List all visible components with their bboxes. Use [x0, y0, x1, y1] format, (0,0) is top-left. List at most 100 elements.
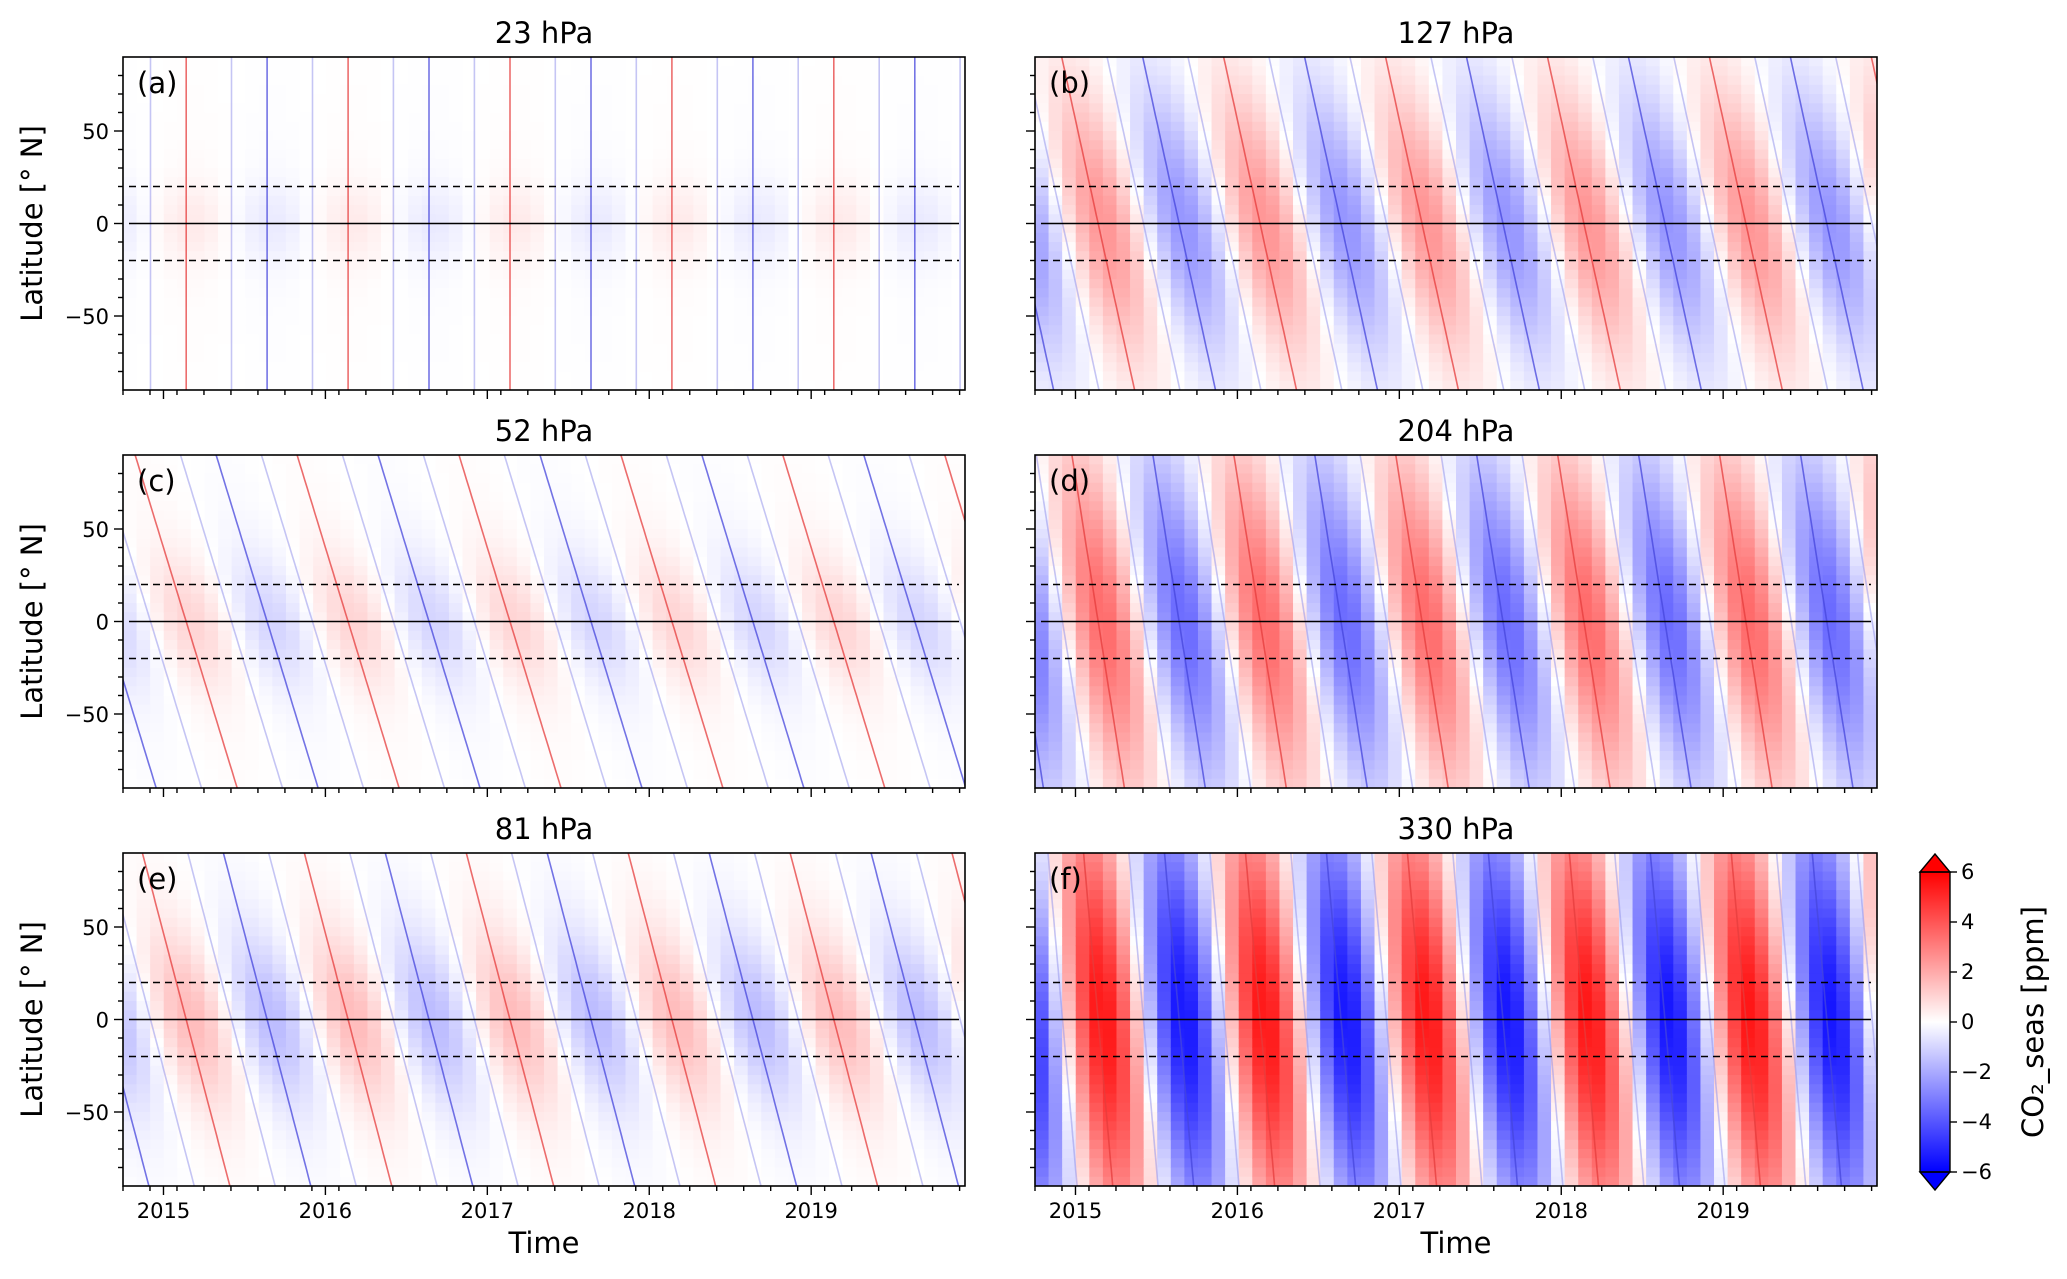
heatmap-cell: [761, 343, 776, 354]
heatmap-cell: [611, 343, 627, 354]
heatmap-cell: [516, 343, 532, 354]
heatmap-cell: [747, 140, 762, 151]
heatmap-cell: [1333, 149, 1348, 160]
heatmap-cell: [1347, 195, 1362, 206]
heatmap-cell: [706, 186, 722, 197]
heatmap-cell: [1130, 195, 1145, 206]
heatmap-cell: [1646, 149, 1661, 160]
heatmap-cell: [1659, 223, 1674, 234]
heatmap-cell: [747, 380, 762, 390]
heatmap-cell: [734, 131, 749, 141]
heatmap-cell: [435, 371, 450, 382]
heatmap-cell: [1089, 343, 1104, 354]
heatmap-cell: [123, 760, 138, 771]
heatmap-cell: [1170, 334, 1185, 345]
heatmap-cell: [910, 260, 925, 271]
heatmap-cell: [937, 288, 953, 299]
heatmap-cell: [598, 353, 613, 363]
heatmap-cell: [1510, 297, 1525, 308]
heatmap-cell: [1469, 232, 1484, 243]
heatmap-cell: [326, 112, 341, 123]
heatmap-cell: [815, 251, 830, 262]
heatmap-cell: [448, 325, 464, 336]
heatmap-cell: [557, 186, 572, 197]
heatmap-cell: [313, 288, 328, 299]
heatmap-cell: [1686, 121, 1702, 132]
heatmap-cell: [462, 380, 477, 390]
heatmap-cell: [706, 158, 722, 169]
heatmap-cell: [1428, 149, 1444, 160]
heatmap-cell: [883, 75, 898, 86]
heatmap-cell: [1157, 242, 1172, 252]
heatmap-cell: [204, 630, 219, 641]
heatmap-cell: [408, 260, 423, 271]
heatmap-cell: [639, 149, 654, 160]
heatmap-cell: [1048, 103, 1063, 114]
heatmap-cell: [557, 334, 572, 345]
heatmap-cell: [1130, 75, 1145, 86]
heatmap-cell: [462, 306, 477, 317]
heatmap-cell: [476, 334, 491, 345]
heatmap-cell: [1333, 223, 1348, 234]
heatmap-cell: [272, 251, 287, 262]
heatmap-cell: [625, 325, 640, 336]
heatmap-cell: [150, 325, 165, 336]
heatmap-cell: [150, 158, 165, 169]
heatmap-cell: [788, 94, 803, 104]
heatmap-cell: [476, 297, 491, 308]
heatmap-cell: [693, 195, 708, 206]
heatmap-cell: [448, 251, 464, 262]
heatmap-cell: [258, 205, 273, 215]
heatmap-cell: [489, 66, 504, 77]
heatmap-cell: [1537, 186, 1552, 197]
heatmap-cell: [1537, 94, 1552, 104]
heatmap-cell: [1673, 316, 1688, 326]
heatmap-cell: [1754, 158, 1769, 169]
heatmap-cell: [1659, 84, 1674, 95]
heatmap-cell: [1618, 57, 1634, 67]
heatmap-cell: [1700, 149, 1715, 160]
heatmap-cell: [951, 57, 965, 67]
heatmap-cell: [639, 288, 654, 299]
heatmap-cell: [652, 269, 667, 280]
heatmap-cell: [1388, 140, 1403, 151]
heatmap-cell: [910, 168, 925, 178]
heatmap-cell: [625, 168, 640, 178]
heatmap-cell: [897, 306, 912, 317]
heatmap-cell: [1211, 334, 1226, 345]
heatmap-cell: [1116, 362, 1131, 373]
heatmap-cell: [123, 195, 138, 206]
heatmap-cell: [1143, 242, 1158, 252]
heatmap-cell: [1089, 177, 1104, 188]
heatmap-cell: [679, 325, 694, 336]
heatmap-cell: [381, 223, 396, 234]
heatmap-cell: [1211, 131, 1226, 141]
heatmap-cell: [842, 168, 857, 178]
heatmap-cell: [231, 353, 246, 363]
heatmap-cell: [1360, 362, 1376, 373]
heatmap-cell: [1211, 66, 1226, 77]
heatmap-cell: [571, 205, 586, 215]
heatmap-cell: [1646, 223, 1661, 234]
heatmap-cell: [1605, 131, 1620, 141]
heatmap-cell: [1225, 334, 1240, 345]
heatmap-cell: [163, 556, 178, 567]
heatmap-cell: [1062, 149, 1077, 160]
heatmap-cell: [1836, 380, 1851, 390]
heatmap-cell: [924, 380, 939, 390]
heatmap-cell: [1496, 177, 1511, 188]
heatmap-cell: [1646, 103, 1661, 114]
heatmap-cell: [1469, 343, 1484, 354]
heatmap-cell: [448, 269, 464, 280]
heatmap-cell: [1632, 380, 1647, 390]
heatmap-cell: [666, 325, 681, 336]
heatmap-cell: [734, 168, 749, 178]
heatmap-cell: [177, 158, 192, 169]
heatmap-cell: [1428, 205, 1444, 215]
heatmap-cell: [693, 288, 708, 299]
heatmap-cell: [883, 334, 898, 345]
heatmap-cell: [1618, 186, 1634, 197]
heatmap-cell: [571, 121, 586, 132]
heatmap-cell: [1469, 371, 1484, 382]
heatmap-cell: [761, 362, 776, 373]
